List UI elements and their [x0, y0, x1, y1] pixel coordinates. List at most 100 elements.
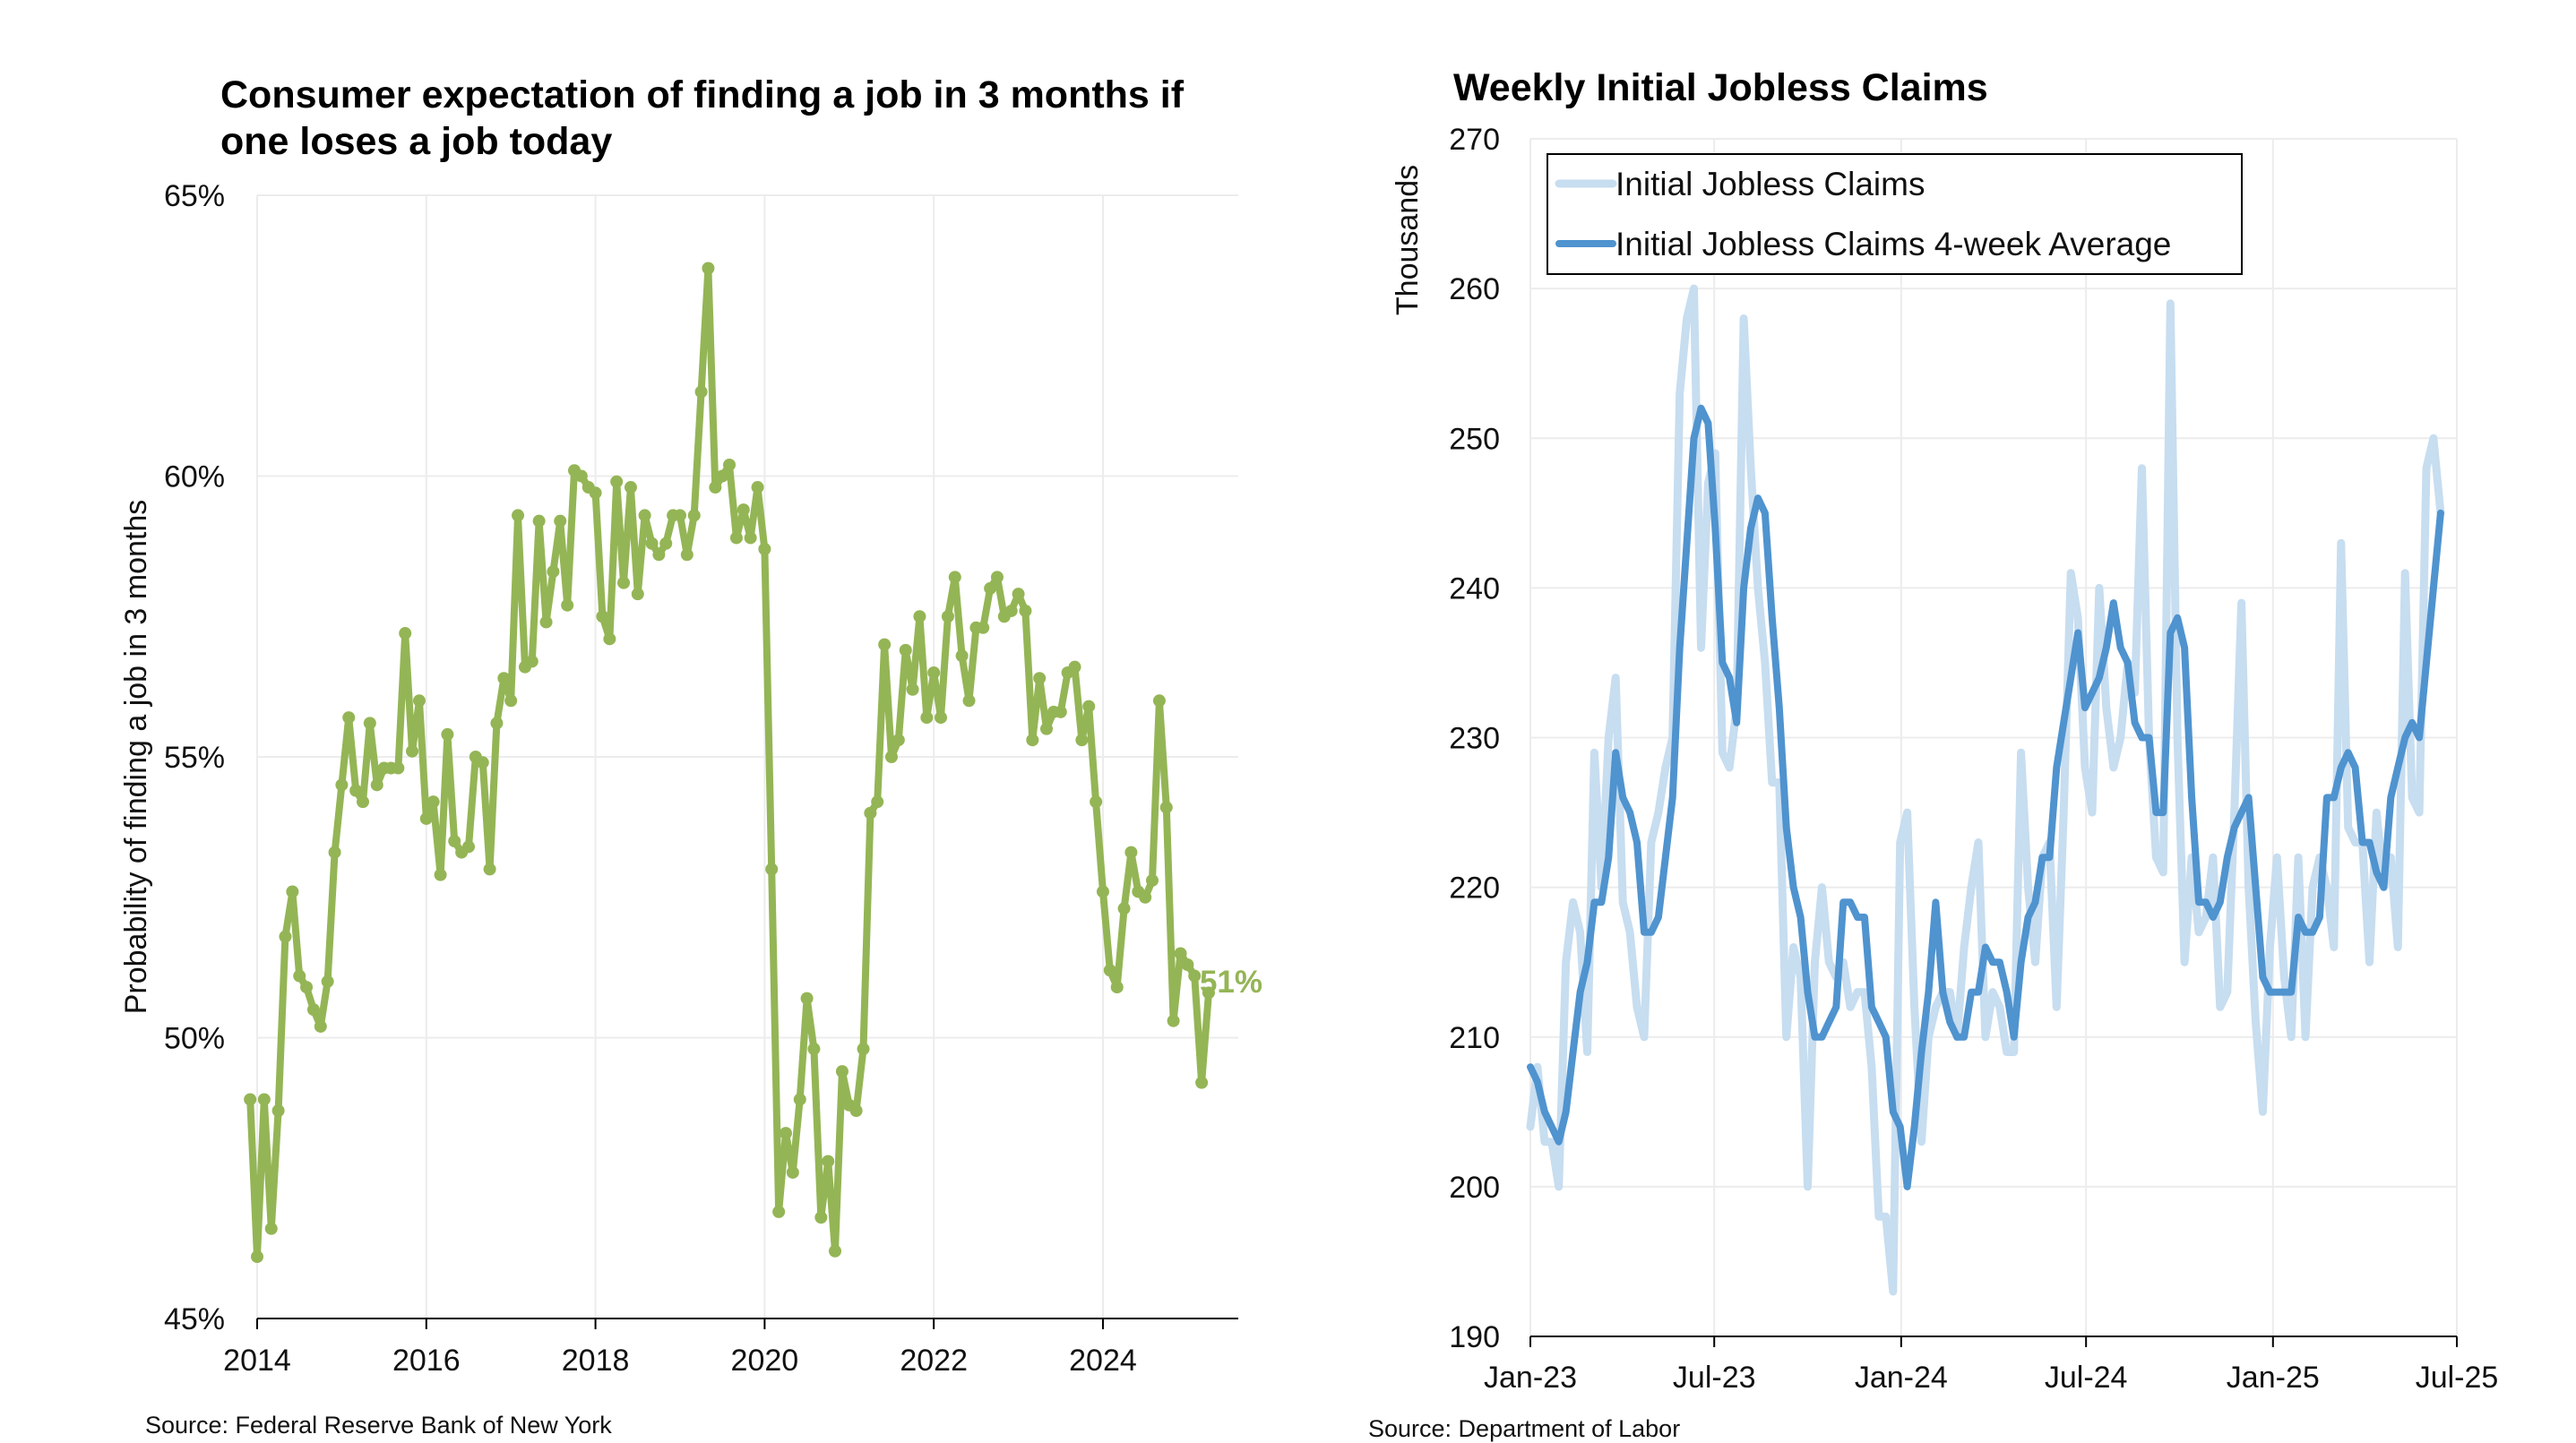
left-x-tick-label: 2014: [223, 1344, 291, 1378]
left-data-point: [483, 863, 496, 876]
left-data-point: [737, 503, 750, 517]
left-data-point: [1040, 722, 1054, 735]
right-y-tick-label: 190: [1449, 1320, 1500, 1354]
left-data-point: [306, 1003, 320, 1017]
left-data-point: [1174, 947, 1187, 960]
left-data-point: [941, 610, 954, 623]
left-data-point: [962, 694, 976, 708]
left-data-point: [1033, 672, 1047, 685]
left-data-point: [638, 509, 651, 522]
left-data-point: [906, 683, 919, 696]
left-data-point: [849, 1104, 863, 1118]
left-data-point: [1181, 958, 1194, 971]
left-data-point: [574, 469, 588, 483]
left-data-point: [1068, 660, 1081, 674]
left-data-point: [596, 610, 609, 623]
left-x-tick-label: 2022: [900, 1344, 968, 1378]
left-data-point: [977, 621, 990, 634]
right-x-tick-label: Jul-25: [2416, 1361, 2499, 1395]
left-data-point: [723, 458, 737, 471]
right-y-tick-label: 240: [1449, 571, 1500, 606]
left-y-tick-label: 45%: [164, 1302, 225, 1336]
left-y-tick-label: 60%: [164, 460, 225, 494]
left-x-tick-label: 2020: [731, 1344, 799, 1378]
left-data-point: [687, 509, 701, 522]
left-data-point: [984, 581, 997, 595]
left-data-point: [1202, 986, 1215, 1000]
left-data-point: [990, 571, 1004, 584]
right-y-tick-label: 200: [1449, 1171, 1500, 1205]
left-last-value-annotation: 51%: [1200, 965, 1262, 1000]
left-data-point: [807, 1043, 821, 1056]
left-data-point: [406, 744, 419, 758]
left-data-point: [1054, 705, 1067, 718]
left-data-point: [884, 751, 898, 763]
left-data-point: [1124, 846, 1138, 859]
left-data-point: [652, 548, 666, 562]
left-data-point: [1082, 700, 1096, 713]
left-data-point: [321, 975, 334, 988]
left-data-point: [744, 531, 757, 545]
right-source-note: Source: Department of Labor: [1368, 1415, 1681, 1442]
left-data-point: [729, 531, 743, 545]
left-data-point: [793, 1093, 806, 1106]
right-y-tick-label: 230: [1449, 722, 1500, 756]
left-data-point: [539, 615, 553, 629]
left-data-point: [257, 1093, 271, 1106]
left-data-point: [392, 761, 405, 775]
left-data-point: [1117, 902, 1131, 915]
left-data-point: [448, 835, 461, 848]
left-data-point: [645, 537, 659, 550]
left-data-point: [532, 514, 546, 528]
left-data-point: [610, 475, 624, 488]
left-data-point: [356, 795, 369, 809]
left-data-point: [476, 756, 489, 769]
left-data-point: [1019, 604, 1032, 617]
left-data-point: [271, 1104, 285, 1118]
left-data-point: [786, 1165, 799, 1179]
left-data-point: [751, 481, 764, 494]
right-y-tick-label: 250: [1449, 422, 1500, 456]
right-series-line-weekly: [1526, 284, 2445, 1296]
right-legend-box: [1546, 153, 2243, 275]
left-data-point: [286, 885, 299, 898]
right-y-tick-label: 220: [1449, 872, 1500, 906]
legend-label-4wk-avg: Initial Jobless Claims 4-week Average: [1615, 226, 2171, 262]
left-data-point: [822, 1155, 835, 1168]
left-data-point: [1152, 694, 1166, 708]
left-data-point: [935, 711, 948, 725]
left-data-point: [920, 711, 934, 725]
left-x-tick-label: 2024: [1069, 1344, 1137, 1378]
left-data-point: [765, 863, 779, 876]
left-data-point: [434, 868, 447, 881]
left-data-point: [673, 509, 686, 522]
left-data-point: [709, 481, 722, 494]
left-data-point: [293, 969, 306, 983]
left-data-point: [554, 514, 567, 528]
left-data-point: [1195, 1076, 1209, 1089]
left-data-point: [659, 537, 673, 550]
left-data-point: [504, 694, 518, 708]
left-data-point: [244, 1093, 257, 1106]
left-data-point: [251, 1250, 263, 1264]
left-data-point: [624, 481, 637, 494]
left-data-point: [829, 1244, 842, 1258]
right-chart-title: Weekly Initial Jobless Claims: [1453, 66, 1988, 109]
left-chart-title: Consumer expectation of finding a job in…: [220, 73, 1185, 163]
right-series-line-4wk-avg: [1527, 404, 2444, 1190]
left-data-point: [864, 806, 877, 820]
legend-label-weekly: Initial Jobless Claims: [1615, 166, 1925, 202]
right-y-tick-label: 270: [1449, 123, 1500, 157]
left-data-point: [899, 643, 912, 657]
left-x-tick-label: 2018: [562, 1344, 630, 1378]
left-data-point: [264, 1222, 278, 1235]
left-y-tick-label: 50%: [164, 1022, 225, 1056]
left-data-point: [1110, 981, 1124, 994]
left-data-point: [702, 262, 715, 275]
left-x-tick-label: 2016: [392, 1344, 461, 1378]
left-data-point: [1159, 801, 1173, 814]
left-data-point: [363, 717, 376, 730]
left-data-point: [1139, 890, 1152, 904]
left-data-point: [426, 795, 440, 809]
